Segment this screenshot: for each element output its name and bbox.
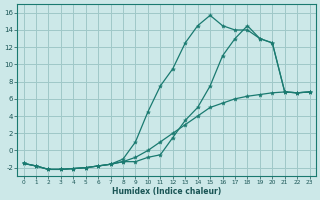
X-axis label: Humidex (Indice chaleur): Humidex (Indice chaleur) [112,187,221,196]
